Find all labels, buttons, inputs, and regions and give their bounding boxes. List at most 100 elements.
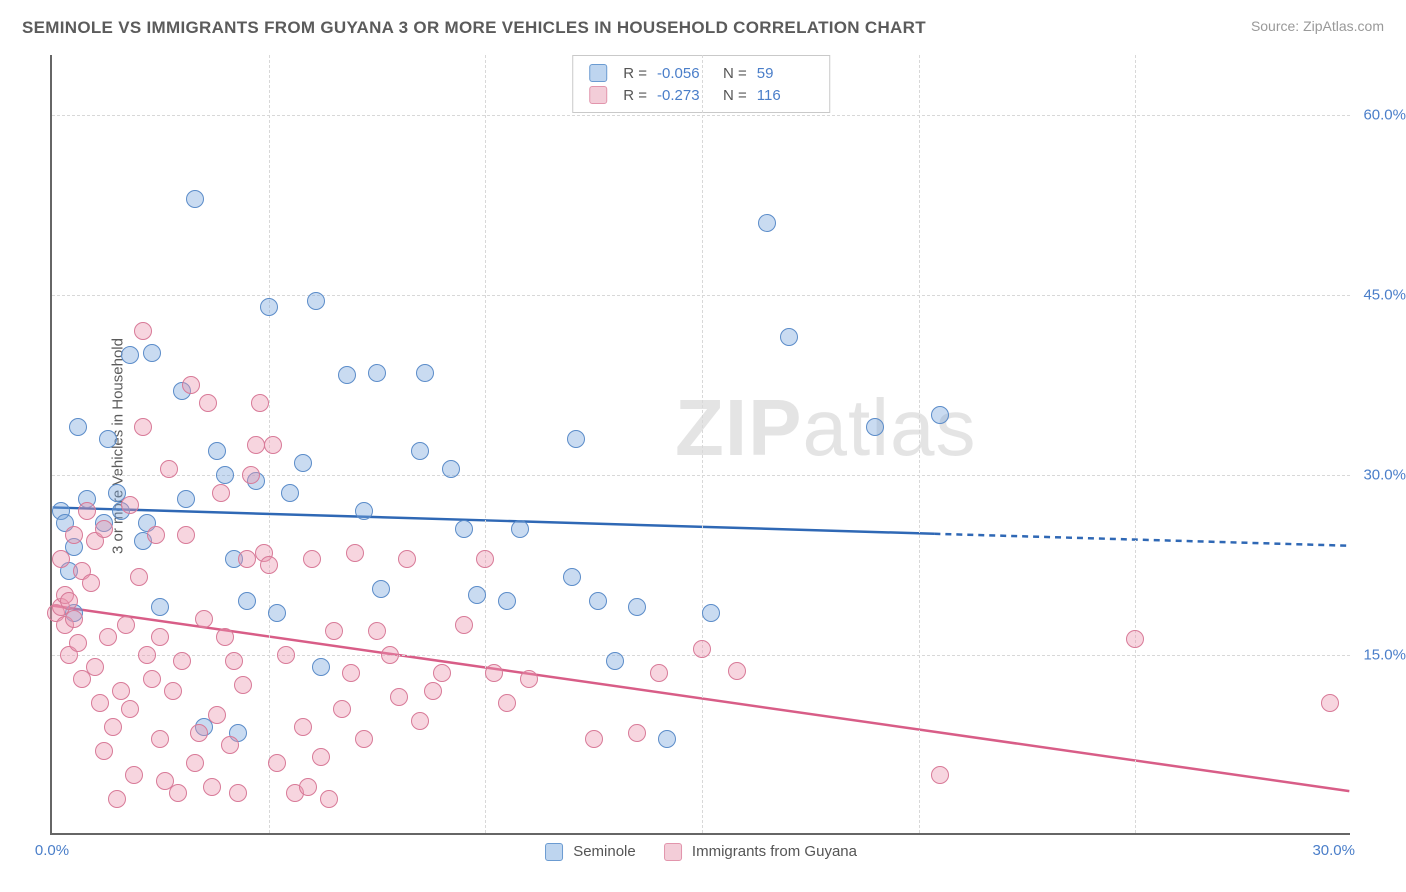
scatter-point-guyana [182,376,200,394]
scatter-point-guyana [199,394,217,412]
scatter-point-guyana [260,556,278,574]
scatter-point-guyana [164,682,182,700]
scatter-point-guyana [268,754,286,772]
scatter-point-seminole [931,406,949,424]
scatter-point-guyana [333,700,351,718]
scatter-point-guyana [277,646,295,664]
scatter-point-guyana [693,640,711,658]
grid-line-v [485,55,486,833]
scatter-point-guyana [931,766,949,784]
scatter-point-guyana [203,778,221,796]
scatter-point-guyana [65,610,83,628]
scatter-point-guyana [147,526,165,544]
scatter-point-guyana [130,568,148,586]
scatter-point-guyana [78,502,96,520]
watermark-rest: atlas [802,383,976,472]
n-label: N = [723,65,747,82]
scatter-point-guyana [52,550,70,568]
scatter-point-seminole [121,346,139,364]
scatter-point-guyana [303,550,321,568]
scatter-point-seminole [758,214,776,232]
r-value: -0.056 [657,65,713,82]
scatter-point-guyana [86,658,104,676]
scatter-point-guyana [151,628,169,646]
scatter-point-seminole [338,366,356,384]
scatter-point-seminole [368,364,386,382]
scatter-point-seminole [294,454,312,472]
scatter-point-seminole [208,442,226,460]
scatter-point-seminole [658,730,676,748]
scatter-point-guyana [485,664,503,682]
legend-item-seminole: Seminole [545,843,636,861]
y-tick-label: 30.0% [1363,467,1406,484]
scatter-point-guyana [225,652,243,670]
scatter-point-guyana [117,616,135,634]
scatter-point-guyana [381,646,399,664]
scatter-point-seminole [238,592,256,610]
scatter-point-guyana [91,694,109,712]
scatter-point-guyana [108,790,126,808]
scatter-point-guyana [520,670,538,688]
x-tick-label: 0.0% [35,842,69,859]
legend-label: Seminole [573,843,636,860]
scatter-point-guyana [312,748,330,766]
legend-item-guyana: Immigrants from Guyana [664,843,857,861]
scatter-point-guyana [325,622,343,640]
scatter-point-guyana [186,754,204,772]
scatter-point-guyana [95,742,113,760]
scatter-point-guyana [151,730,169,748]
y-tick-label: 15.0% [1363,647,1406,664]
scatter-point-guyana [234,676,252,694]
scatter-point-guyana [60,592,78,610]
scatter-point-guyana [368,622,386,640]
scatter-point-seminole [702,604,720,622]
scatter-point-seminole [628,598,646,616]
scatter-point-guyana [221,736,239,754]
correlation-row-guyana: R = -0.273 N = 116 [589,84,813,106]
scatter-point-guyana [251,394,269,412]
swatch-icon [545,843,563,861]
scatter-point-guyana [169,784,187,802]
scatter-point-seminole [355,502,373,520]
correlation-legend: R = -0.056 N = 59 R = -0.273 N = 116 [572,55,830,113]
scatter-point-seminole [312,658,330,676]
swatch-icon [589,86,607,104]
plot-area: ZIPatlas R = -0.056 N = 59 R = -0.273 N … [50,55,1350,835]
legend-label: Immigrants from Guyana [692,843,857,860]
scatter-point-seminole [99,430,117,448]
scatter-point-guyana [585,730,603,748]
scatter-point-seminole [372,580,390,598]
r-label: R = [623,65,647,82]
scatter-point-guyana [69,634,87,652]
scatter-point-seminole [606,652,624,670]
y-tick-label: 60.0% [1363,107,1406,124]
grid-line-h [52,115,1350,116]
scatter-point-seminole [442,460,460,478]
scatter-point-guyana [229,784,247,802]
scatter-point-guyana [65,526,83,544]
scatter-point-seminole [307,292,325,310]
scatter-point-guyana [125,766,143,784]
scatter-point-guyana [104,718,122,736]
scatter-point-guyana [216,628,234,646]
scatter-point-guyana [628,724,646,742]
scatter-point-seminole [411,442,429,460]
scatter-point-guyana [121,496,139,514]
grid-line-v [1135,55,1136,833]
scatter-point-guyana [346,544,364,562]
scatter-point-guyana [728,662,746,680]
source-label: Source: ZipAtlas.com [1251,18,1384,34]
scatter-point-seminole [186,190,204,208]
n-value: 116 [757,87,813,104]
scatter-point-seminole [780,328,798,346]
watermark: ZIPatlas [675,382,976,474]
scatter-point-seminole [260,298,278,316]
scatter-point-guyana [112,682,130,700]
y-tick-label: 45.0% [1363,287,1406,304]
n-value: 59 [757,65,813,82]
swatch-icon [664,843,682,861]
scatter-point-guyana [134,418,152,436]
chart-title: SEMINOLE VS IMMIGRANTS FROM GUYANA 3 OR … [22,18,926,38]
scatter-point-guyana [398,550,416,568]
r-label: R = [623,87,647,104]
